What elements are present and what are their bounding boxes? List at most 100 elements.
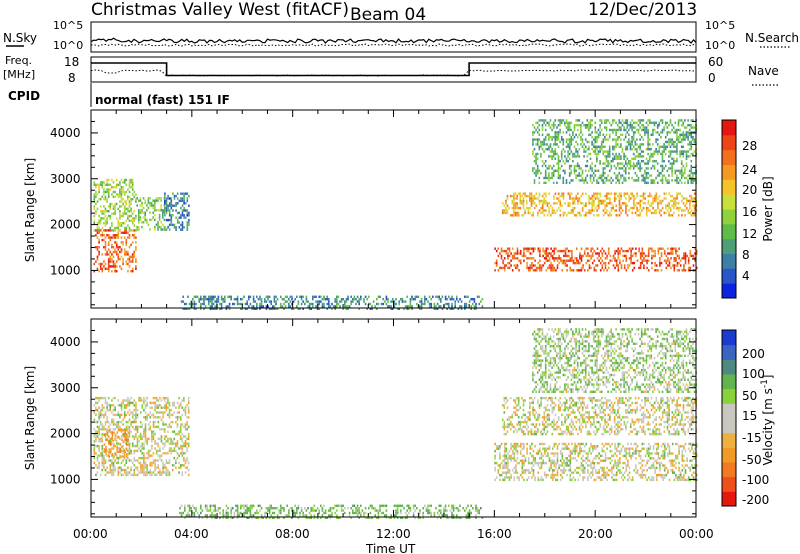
power-heatmap-cell	[106, 178, 108, 182]
power-heatmap-cell	[567, 128, 569, 132]
power-heatmap-cell	[588, 128, 590, 132]
power-heatmap-cell	[184, 216, 187, 219]
power-heatmap-cell	[654, 269, 656, 272]
velocity-heatmap-cell	[114, 453, 117, 456]
power-heatmap-cell	[246, 302, 248, 306]
power-heatmap-cell	[96, 229, 99, 232]
power-heatmap-cell	[543, 150, 545, 153]
power-heatmap-cell	[162, 223, 164, 226]
velocity-heatmap-cell	[155, 449, 158, 453]
power-heatmap-cell	[107, 236, 110, 239]
power-heatmap-cell	[265, 305, 268, 308]
power-heatmap-cell	[628, 199, 630, 203]
power-heatmap-cell	[666, 131, 669, 134]
power-heatmap-cell	[331, 302, 333, 306]
velocity-heatmap-cell	[364, 511, 367, 515]
velocity-heatmap-cell	[235, 504, 237, 507]
power-heatmap-cell	[623, 264, 626, 267]
power-heatmap-cell	[572, 269, 575, 272]
power-heatmap-cell	[128, 229, 131, 232]
power-heatmap-cell	[523, 252, 525, 255]
power-heatmap-cell	[115, 178, 118, 182]
power-heatmap-cell	[671, 179, 673, 182]
power-heatmap-cell	[617, 252, 620, 255]
power-heatmap-cell	[198, 300, 200, 303]
power-heatmap-cell	[519, 261, 522, 265]
power-heatmap-cell	[125, 253, 128, 256]
velocity-heatmap-cell	[200, 504, 202, 507]
power-heatmap-cell	[620, 266, 623, 270]
velocity-heatmap-cell	[162, 406, 164, 409]
power-heatmap-cell	[589, 121, 592, 124]
power-heatmap-cell	[568, 157, 571, 160]
velocity-heatmap-cell	[144, 464, 147, 467]
power-heatmap-cell	[135, 200, 137, 203]
velocity-heatmap-cell	[96, 471, 99, 474]
power-heatmap-cell	[617, 249, 620, 253]
power-heatmap-cell	[615, 133, 617, 136]
power-heatmap-cell	[583, 148, 585, 151]
velocity-heatmap-cell	[243, 504, 245, 507]
power-heatmap-cell	[155, 223, 158, 226]
power-heatmap-cell	[676, 181, 678, 184]
velocity-heatmap-cell	[157, 411, 160, 414]
power-heatmap-cell	[652, 197, 654, 200]
noise-sky-trace	[90, 37, 697, 44]
velocity-heatmap-cell	[497, 469, 500, 472]
velocity-heatmap-cell	[163, 437, 166, 441]
power-heatmap-cell	[186, 192, 189, 195]
velocity-heatmap-cell	[313, 504, 316, 507]
power-heatmap-cell	[548, 145, 550, 148]
power-heatmap-cell	[551, 257, 554, 260]
power-heatmap-cell	[693, 140, 696, 144]
velocity-heatmap-cell	[181, 437, 184, 441]
power-heatmap-cell	[644, 197, 646, 200]
power-heatmap-cell	[393, 300, 396, 303]
power-heatmap-cell	[93, 262, 96, 266]
power-heatmap-cell	[636, 162, 638, 165]
velocity-heatmap-cell	[393, 504, 396, 507]
power-heatmap-cell	[613, 157, 616, 160]
power-heatmap-cell	[536, 152, 539, 156]
power-heatmap-cell	[666, 181, 669, 184]
power-heatmap-cell	[594, 145, 597, 148]
power-heatmap-cell	[676, 261, 679, 265]
velocity-heatmap-cell	[502, 464, 504, 467]
velocity-heatmap-cell	[175, 442, 177, 445]
power-heatmap-cell	[119, 195, 121, 198]
power-heatmap-cell	[601, 266, 604, 270]
power-heatmap-cell	[286, 295, 288, 298]
power-heatmap-cell	[451, 298, 453, 301]
power-heatmap-cell	[647, 119, 649, 122]
power-heatmap-cell	[623, 192, 626, 195]
velocity-heatmap-cell	[184, 406, 187, 409]
power-heatmap-cell	[272, 307, 274, 310]
power-heatmap-cell	[154, 204, 156, 207]
power-heatmap-cell	[596, 169, 598, 172]
power-heatmap-cell	[260, 305, 263, 308]
power-heatmap-cell	[142, 197, 145, 200]
power-heatmap-cell	[591, 119, 593, 122]
velocity-heatmap-cell	[151, 440, 153, 443]
power-heatmap-cell	[180, 199, 182, 203]
power-heatmap-cell	[568, 138, 571, 141]
velocity-heatmap-cell	[294, 514, 296, 517]
power-heatmap-cell	[666, 133, 669, 136]
power-heatmap-cell	[596, 247, 599, 250]
velocity-heatmap-cell	[187, 461, 190, 465]
power-heatmap-cell	[537, 266, 540, 270]
power-heatmap-cell	[669, 138, 672, 141]
velocity-heatmap-cell	[154, 466, 156, 469]
power-heatmap-cell	[103, 260, 105, 263]
power-heatmap-cell	[165, 209, 168, 212]
velocity-heatmap-cell	[503, 478, 506, 482]
power-heatmap-cell	[120, 236, 123, 239]
power-heatmap-cell	[548, 172, 550, 175]
power-heatmap-cell	[115, 246, 118, 249]
power-heatmap-cell	[481, 305, 484, 308]
velocity-heatmap-cell	[119, 404, 121, 407]
velocity-heatmap-cell	[130, 449, 132, 453]
power-heatmap-cell	[204, 298, 207, 301]
power-heatmap-cell	[551, 264, 554, 267]
velocity-heatmap-cell	[467, 504, 469, 507]
